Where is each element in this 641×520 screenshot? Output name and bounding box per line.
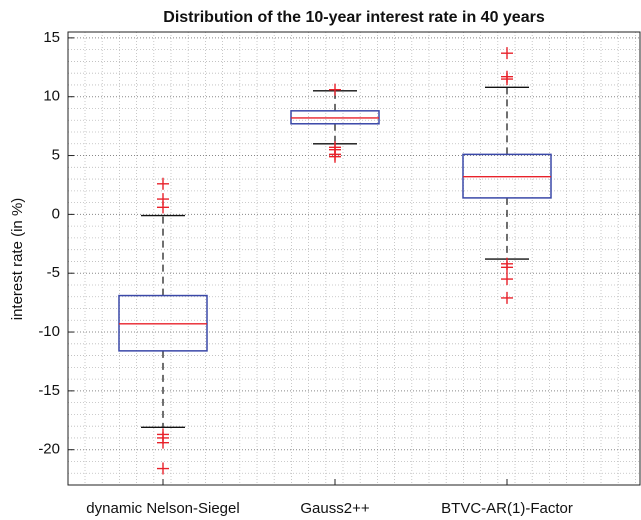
outlier bbox=[501, 273, 513, 286]
y-axis-label: interest rate (in %) bbox=[9, 198, 26, 321]
y-tick-label: 5 bbox=[52, 147, 60, 164]
y-tick-label: -10 bbox=[38, 323, 60, 340]
outlier bbox=[157, 436, 169, 449]
plot-frame bbox=[67, 31, 641, 486]
x-tick-label: Gauss2++ bbox=[300, 500, 369, 517]
y-tick-label: 10 bbox=[43, 88, 60, 105]
outlier bbox=[501, 73, 513, 86]
outlier bbox=[501, 291, 513, 304]
plot-area bbox=[68, 32, 640, 485]
y-tick-label: 0 bbox=[52, 205, 60, 222]
y-tick-label: -20 bbox=[38, 441, 60, 458]
outlier bbox=[157, 201, 169, 214]
outlier bbox=[501, 47, 513, 60]
outlier bbox=[157, 462, 169, 475]
outlier bbox=[501, 261, 513, 274]
x-tick-label: dynamic Nelson-Siegel bbox=[86, 500, 239, 517]
y-tick-label: -5 bbox=[47, 264, 60, 281]
x-tick-label: BTVC-AR(1)-Factor bbox=[441, 500, 573, 517]
y-tick-label: -15 bbox=[38, 382, 60, 399]
y-tick-label: 15 bbox=[43, 29, 60, 46]
outlier bbox=[329, 150, 341, 163]
outlier bbox=[329, 83, 341, 96]
chart-title: Distribution of the 10-year interest rat… bbox=[163, 9, 545, 26]
outlier bbox=[157, 177, 169, 190]
